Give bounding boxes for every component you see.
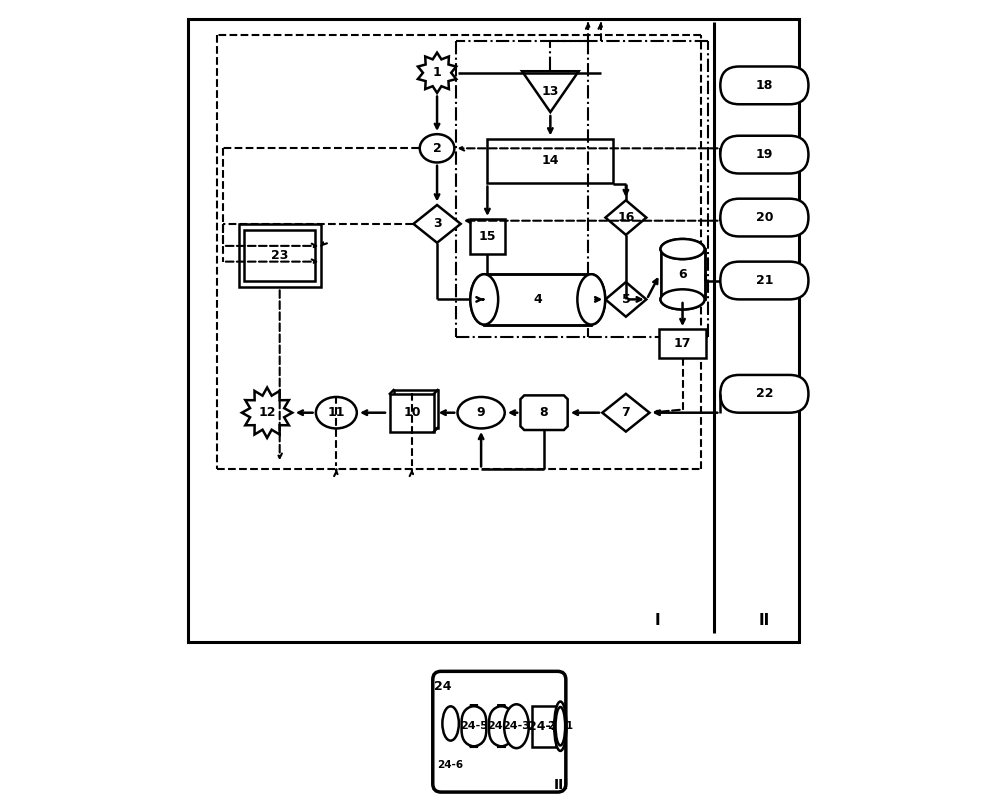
Polygon shape <box>522 71 579 112</box>
FancyBboxPatch shape <box>433 671 566 792</box>
Text: 15: 15 <box>479 230 496 243</box>
Ellipse shape <box>661 239 705 259</box>
FancyBboxPatch shape <box>720 136 808 174</box>
Bar <box>394 390 438 428</box>
Polygon shape <box>242 387 292 438</box>
Ellipse shape <box>661 239 705 259</box>
Ellipse shape <box>577 274 605 324</box>
Text: 19: 19 <box>756 148 773 161</box>
Text: 24-3: 24-3 <box>503 721 530 731</box>
Ellipse shape <box>556 707 565 746</box>
Bar <box>485 275 591 324</box>
Bar <box>484 274 591 324</box>
Polygon shape <box>605 282 646 316</box>
Polygon shape <box>605 200 646 235</box>
Ellipse shape <box>470 274 498 324</box>
Text: 5: 5 <box>622 293 630 306</box>
Text: III: III <box>554 778 569 792</box>
Text: 17: 17 <box>674 337 691 350</box>
Text: 7: 7 <box>622 406 630 419</box>
Bar <box>244 229 315 281</box>
Text: 24-4: 24-4 <box>487 721 515 731</box>
Text: 24-6: 24-6 <box>438 759 464 770</box>
Bar <box>532 705 556 746</box>
FancyBboxPatch shape <box>720 261 808 299</box>
Polygon shape <box>602 394 649 432</box>
Polygon shape <box>413 205 461 243</box>
FancyBboxPatch shape <box>720 199 808 236</box>
Ellipse shape <box>661 290 705 309</box>
Ellipse shape <box>442 706 459 741</box>
FancyBboxPatch shape <box>489 705 514 746</box>
Ellipse shape <box>470 274 498 324</box>
Bar <box>487 139 613 183</box>
Ellipse shape <box>316 397 357 429</box>
Text: 14: 14 <box>542 154 559 167</box>
Text: I: I <box>655 613 660 628</box>
Ellipse shape <box>504 705 529 748</box>
Text: 2: 2 <box>433 142 441 155</box>
Bar <box>661 249 705 299</box>
Ellipse shape <box>661 290 705 309</box>
Polygon shape <box>520 395 568 430</box>
Polygon shape <box>418 52 456 93</box>
Text: 22: 22 <box>756 387 773 400</box>
Text: 3: 3 <box>433 217 441 230</box>
Text: 18: 18 <box>756 79 773 92</box>
Text: 6: 6 <box>678 268 687 281</box>
Text: 20: 20 <box>756 211 773 224</box>
Bar <box>390 394 434 432</box>
Text: 11: 11 <box>328 406 345 419</box>
Text: II: II <box>759 613 770 628</box>
Text: 8: 8 <box>540 406 548 419</box>
Text: 16: 16 <box>617 211 635 224</box>
Ellipse shape <box>554 701 567 751</box>
Text: 24-2: 24-2 <box>528 720 560 733</box>
FancyBboxPatch shape <box>720 66 808 104</box>
Text: 24: 24 <box>434 680 451 693</box>
Text: 1: 1 <box>433 66 441 79</box>
Text: 12: 12 <box>258 406 276 419</box>
Text: 13: 13 <box>542 86 559 98</box>
Text: 24-5: 24-5 <box>460 721 488 731</box>
Ellipse shape <box>577 274 605 324</box>
Text: 23: 23 <box>271 249 288 261</box>
Bar <box>659 329 706 358</box>
Ellipse shape <box>420 134 454 162</box>
Text: 24-1: 24-1 <box>547 721 573 731</box>
Text: 10: 10 <box>403 406 421 419</box>
Text: 9: 9 <box>477 406 485 419</box>
Bar <box>470 220 505 253</box>
Text: 4: 4 <box>533 293 542 306</box>
Bar <box>239 224 321 286</box>
Text: 21: 21 <box>756 274 773 287</box>
Ellipse shape <box>458 397 505 429</box>
FancyBboxPatch shape <box>720 375 808 412</box>
Bar <box>661 249 704 299</box>
FancyBboxPatch shape <box>462 705 486 746</box>
